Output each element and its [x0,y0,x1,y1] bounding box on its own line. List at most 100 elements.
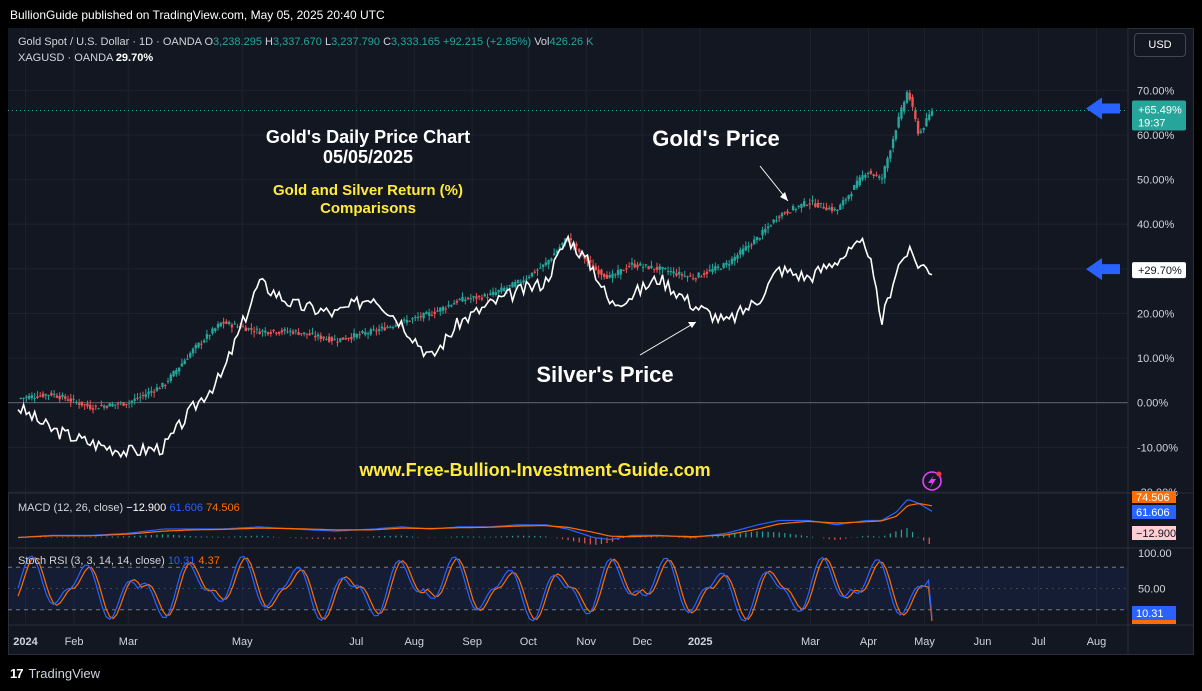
candle-body [55,395,59,398]
candle-body [841,200,845,206]
x-tick-label: 2025 [688,636,712,648]
candle-body [36,396,39,398]
candle-body [100,405,103,407]
website-annotation: www.Free-Bullion-Investment-Guide.com [359,460,711,480]
candle-body [839,204,842,210]
candle-body [191,348,195,354]
symbol-name[interactable]: Gold Spot / U.S. Dollar · 1D · OANDA [18,36,202,48]
candle-body [433,311,436,314]
candle-body [158,388,161,390]
candle-body [244,327,248,332]
candle-body [247,328,250,330]
candle-body [19,397,22,399]
candle-body [66,399,70,401]
tradingview-logo-icon: 17 [10,666,24,681]
candle-body [778,216,781,218]
candle-body [525,278,528,280]
symbol-legend[interactable]: Gold Spot / U.S. Dollar · 1D · OANDA O 3,… [18,36,594,48]
candle-body [344,338,348,340]
candle-body [350,336,353,340]
candle-body [611,273,614,278]
candle-body [622,270,625,272]
candle-body [114,404,117,406]
currency-button[interactable]: USD [1134,33,1186,57]
candle-body [275,332,278,334]
macd-histogram [22,528,930,545]
candle-body [394,325,398,327]
candle-body [605,274,609,279]
compare-legend[interactable]: XAGUSD · OANDA 29.70% [18,52,153,64]
volume-label: Vol [534,36,550,48]
candle-body [461,296,464,302]
stoch-label[interactable]: Stoch RSI (3, 3, 14, 14, close) [18,555,165,567]
macd-signal-line [17,503,933,539]
macd-signal-badge-text: 74.506 [1136,492,1170,504]
candle-body [125,403,128,405]
tradingview-logo[interactable]: 17 TradingView [10,666,100,681]
candle-body [50,392,53,396]
candle-body [669,271,673,273]
stoch-k-line [17,555,933,622]
stoch-legend[interactable]: Stoch RSI (3, 3, 14, 14, close) 10.31 4.… [18,555,220,567]
close-label: C [383,36,392,48]
candle-body [86,403,89,407]
candle-body [450,304,453,307]
candle-body [533,271,536,273]
candle-body [805,204,809,206]
high-value: 3,337.670 [272,36,322,48]
candle-body [369,329,373,335]
candle-body [294,330,298,332]
gold-countdown-text: 19:37 [1138,117,1166,129]
candle-body [94,405,97,407]
candle-body [830,206,834,212]
candle-body [75,401,78,403]
candle-body [491,291,495,296]
macd-label[interactable]: MACD (12, 26, close) [18,502,124,514]
candle-body [175,369,178,375]
silver-price-badge [1132,262,1186,279]
y-tick-label: 0.00% [1137,398,1168,410]
candle-body [155,387,159,391]
candle-body [922,128,925,130]
candle-body [680,274,684,276]
candle-body [58,395,61,400]
candle-body [289,330,292,332]
candle-body [883,166,886,179]
compare-symbol-name[interactable]: XAGUSD · OANDA [18,52,113,64]
gold-price-badge [1132,100,1186,131]
alert-lightning-icon [922,471,942,491]
candle-body [322,336,325,339]
candle-body [383,327,386,331]
candle-body [664,268,667,270]
macd-signal-badge [1132,491,1176,503]
candle-body [814,203,817,207]
open-label: O [204,36,214,48]
candle-body [286,331,289,333]
candle-body [878,176,881,178]
candle-body [497,290,500,293]
price-chart[interactable]: 70.00%60.00%50.00%40.00%30.00%20.00%10.0… [8,28,1194,655]
candle-body [555,250,559,254]
candle-body [750,244,753,246]
candle-body [258,331,261,335]
candle-body [291,331,295,334]
candle-body [355,333,359,338]
candle-body [725,262,728,265]
candle-body [575,243,578,247]
candle-body [33,397,36,399]
candle-body [166,380,170,382]
candle-body [655,266,659,270]
candle-body [22,397,25,399]
candle-body [569,238,573,241]
candle-body [522,280,525,283]
silver-annotation-arrowhead [688,322,696,328]
candle-body [755,236,759,241]
candle-body [500,287,503,292]
macd-legend[interactable]: MACD (12, 26, close) −12.900 61.606 74.5… [18,502,240,514]
candle-body [708,269,711,271]
candle-body [483,294,486,297]
candle-body [566,240,570,242]
x-tick-label: 2024 [13,636,38,648]
candle-body [803,201,806,207]
chart-title-line1: Gold's Daily Price Chart [265,127,471,147]
